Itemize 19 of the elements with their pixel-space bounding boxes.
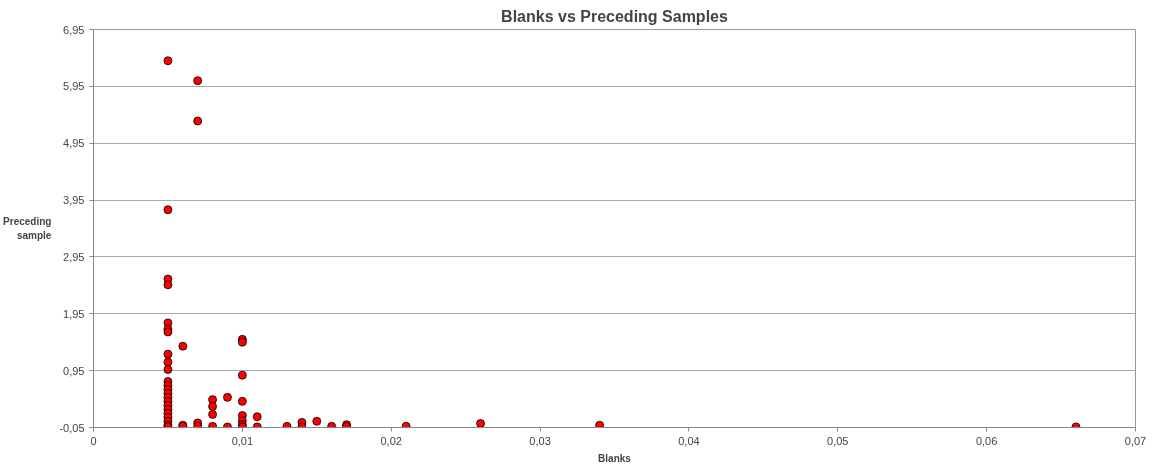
y-tick-label: 4,95 (63, 137, 85, 150)
x-tick-label: 0,03 (529, 434, 551, 447)
y-axis-title: Preceding sample (3, 216, 52, 241)
y-tick-label: 0,95 (63, 364, 85, 377)
x-tick-label: 0,05 (827, 434, 849, 447)
x-tick-label: 0,01 (231, 434, 254, 447)
y-tick-label: 1,95 (63, 307, 85, 320)
x-axis-title: Blanks (598, 452, 632, 464)
y-tick-label: 2,95 (63, 250, 85, 263)
y-tick-label: -0,05 (59, 421, 85, 434)
y-tick-label: 5,95 (63, 80, 85, 93)
x-tick-label: 0,06 (975, 434, 998, 447)
y-tick-label: 3,95 (63, 194, 85, 207)
x-tick-label: 0,02 (380, 434, 402, 447)
x-tick-label: 0,04 (678, 434, 700, 447)
y-tick-label: 6,95 (63, 23, 85, 36)
chart-title: Blanks vs Preceding Samples (501, 7, 728, 25)
x-tick-label: 0 (90, 434, 97, 447)
x-tick-label: 0,07 (1124, 434, 1147, 447)
